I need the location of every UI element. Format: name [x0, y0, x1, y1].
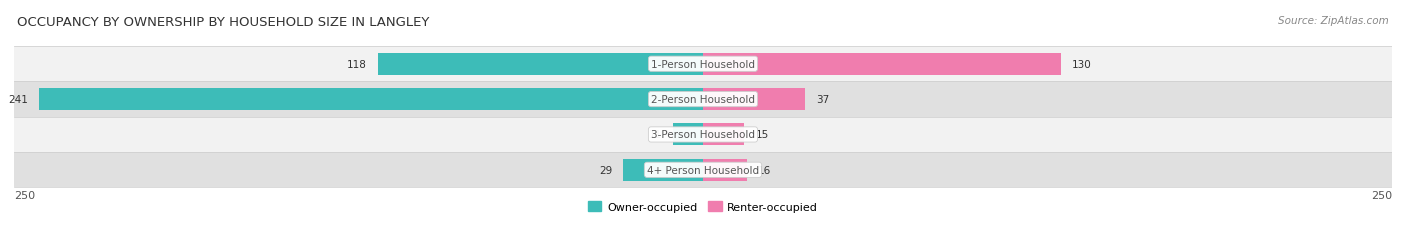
Text: 2-Person Household: 2-Person Household	[651, 95, 755, 105]
Bar	[623, 159, 703, 181]
Bar	[14, 47, 1392, 82]
Text: 118: 118	[347, 59, 367, 70]
Text: 15: 15	[755, 130, 769, 140]
Bar	[703, 159, 747, 181]
Bar	[39, 89, 703, 111]
Bar	[672, 124, 703, 146]
Text: 250: 250	[14, 191, 35, 201]
Bar	[703, 54, 1062, 75]
Text: 1-Person Household: 1-Person Household	[651, 59, 755, 70]
Bar	[703, 124, 744, 146]
Text: 29: 29	[599, 165, 612, 175]
Text: 16: 16	[758, 165, 772, 175]
Text: 241: 241	[8, 95, 28, 105]
Bar	[14, 117, 1392, 152]
Text: Source: ZipAtlas.com: Source: ZipAtlas.com	[1278, 16, 1389, 26]
Text: 37: 37	[815, 95, 830, 105]
Text: 11: 11	[648, 130, 662, 140]
Bar	[14, 82, 1392, 117]
Bar	[703, 89, 806, 111]
Text: 250: 250	[1371, 191, 1392, 201]
Bar	[14, 152, 1392, 188]
Text: 130: 130	[1073, 59, 1092, 70]
Text: OCCUPANCY BY OWNERSHIP BY HOUSEHOLD SIZE IN LANGLEY: OCCUPANCY BY OWNERSHIP BY HOUSEHOLD SIZE…	[17, 16, 429, 29]
Bar	[378, 54, 703, 75]
Legend: Owner-occupied, Renter-occupied: Owner-occupied, Renter-occupied	[583, 197, 823, 216]
Text: 4+ Person Household: 4+ Person Household	[647, 165, 759, 175]
Text: 3-Person Household: 3-Person Household	[651, 130, 755, 140]
